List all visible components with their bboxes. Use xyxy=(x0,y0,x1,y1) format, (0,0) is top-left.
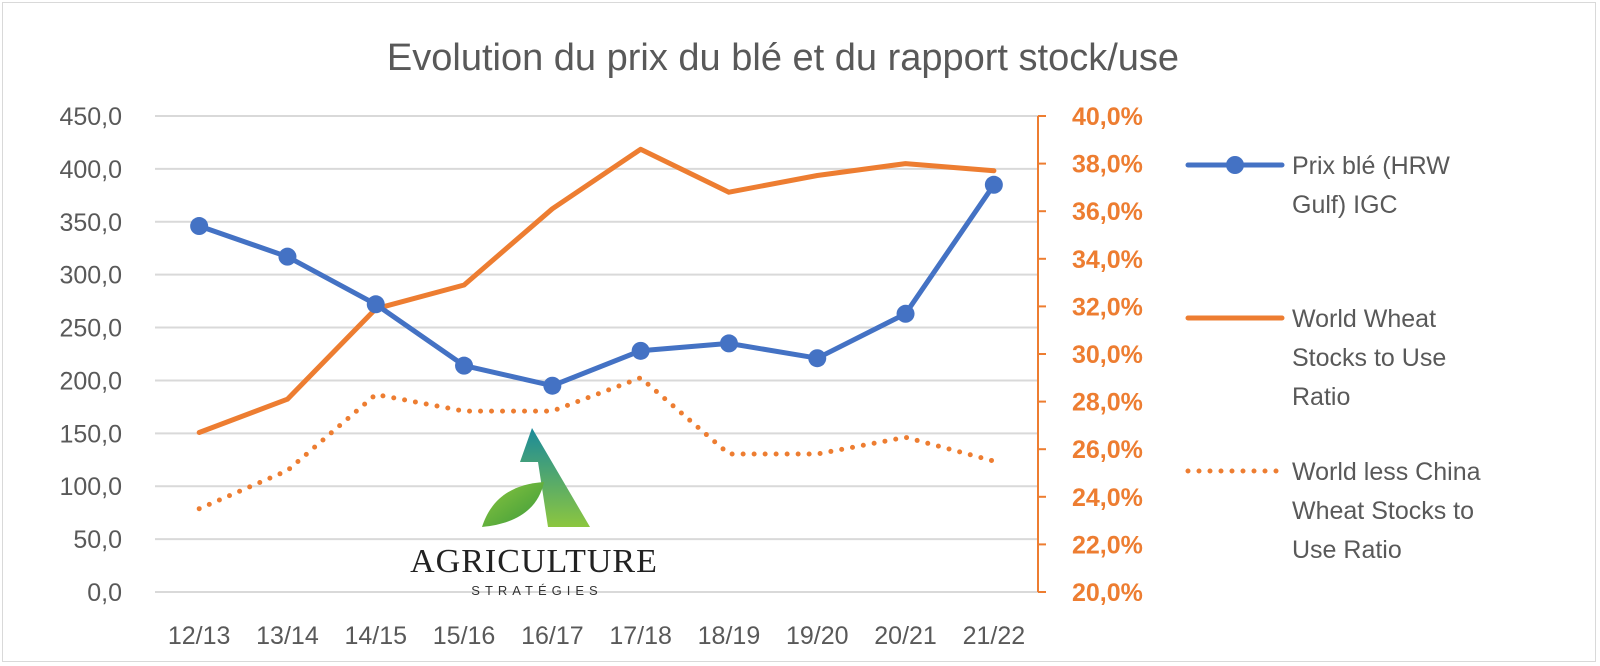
logo-a-shape-icon xyxy=(520,428,590,527)
data-point xyxy=(896,304,915,323)
left-tick-label: 450,0 xyxy=(59,103,122,131)
data-point xyxy=(984,175,1003,194)
legend-label-line: Wheat Stocks to xyxy=(1292,497,1474,525)
right-tick-label: 32,0% xyxy=(1072,293,1143,321)
series-line-1 xyxy=(196,146,997,435)
data-point xyxy=(366,295,385,314)
data-point xyxy=(719,334,738,353)
x-tick-label: 16/17 xyxy=(521,622,584,650)
legend-label-line: Use Ratio xyxy=(1292,536,1402,564)
right-tick-label: 20,0% xyxy=(1072,579,1143,607)
right-tick-label: 36,0% xyxy=(1072,198,1143,226)
x-tick-label: 12/13 xyxy=(168,622,231,650)
legend-label-line: World less China xyxy=(1292,458,1481,486)
x-tick-label: 15/16 xyxy=(433,622,496,650)
x-tick-label: 20/21 xyxy=(874,622,937,650)
right-tick-label: 24,0% xyxy=(1072,484,1143,512)
legend-label-line: Ratio xyxy=(1292,383,1350,411)
data-point xyxy=(808,349,827,368)
legend-marker xyxy=(1226,156,1244,174)
right-tick-label: 22,0% xyxy=(1072,531,1143,559)
left-tick-label: 50,0 xyxy=(73,526,122,554)
x-tick-label: 14/15 xyxy=(344,622,407,650)
chart-title: Evolution du prix du blé et du rapport s… xyxy=(387,37,1179,79)
legend-label-line: World Wheat xyxy=(1292,305,1436,333)
legend: Prix blé (HRW Gulf) IGC World Wheat Stocks … xyxy=(1185,152,1481,564)
right-tick-label: 38,0% xyxy=(1072,151,1143,179)
left-tick-label: 250,0 xyxy=(59,315,122,343)
legend-label-0: Prix blé (HRW Gulf) IGC xyxy=(1292,152,1450,219)
legend-label-line: Stocks to Use xyxy=(1292,344,1446,372)
x-tick-label: 13/14 xyxy=(256,622,319,650)
series-line-0 xyxy=(196,182,997,389)
logo-leaf-icon xyxy=(482,482,544,527)
right-tick-label: 40,0% xyxy=(1072,103,1143,131)
left-tick-label: 400,0 xyxy=(59,156,122,184)
x-axis-ticks: 12/13 13/14 14/15 15/16 16/17 17/18 18/19 19/20… xyxy=(168,622,1025,650)
x-tick-label: 17/18 xyxy=(609,622,672,650)
series-group xyxy=(190,146,1003,512)
legend-label-2: World less China Wheat Stocks to Use Ratio xyxy=(1292,458,1481,564)
right-tick-label: 30,0% xyxy=(1072,341,1143,369)
logo-main-text: AGRICULTURE xyxy=(410,543,658,580)
left-tick-label: 150,0 xyxy=(59,420,122,448)
left-tick-label: 350,0 xyxy=(59,209,122,237)
legend-label-1: World Wheat Stocks to Use Ratio xyxy=(1292,305,1446,411)
data-point xyxy=(278,247,297,266)
data-point xyxy=(543,376,562,395)
right-axis xyxy=(1037,115,1046,593)
right-tick-label: 34,0% xyxy=(1072,246,1143,274)
x-tick-label: 21/22 xyxy=(963,622,1026,650)
gridlines xyxy=(155,115,1038,593)
logo-sub-text: STRATÉGIES xyxy=(471,583,602,598)
left-tick-label: 300,0 xyxy=(59,262,122,290)
right-tick-label: 28,0% xyxy=(1072,389,1143,417)
series-line-2 xyxy=(196,375,997,512)
legend-label-line: Prix blé (HRW xyxy=(1292,152,1450,180)
right-tick-label: 26,0% xyxy=(1072,436,1143,464)
data-point xyxy=(455,356,474,375)
x-tick-label: 18/19 xyxy=(698,622,761,650)
data-point xyxy=(631,341,650,360)
left-tick-label: 0,0 xyxy=(87,579,122,607)
left-tick-label: 200,0 xyxy=(59,367,122,395)
left-axis-ticks: 0,0 50,0 100,0 150,0 200,0 250,0 300,0 350,0 400… xyxy=(59,103,122,607)
right-axis-ticks: 20,0% 22,0% 24,0% 26,0% 28,0% 30,0% 32,0% 34,0%… xyxy=(1072,103,1143,607)
x-tick-label: 19/20 xyxy=(786,622,849,650)
data-point xyxy=(190,217,209,236)
left-tick-label: 100,0 xyxy=(59,473,122,501)
legend-label-line: Gulf) IGC xyxy=(1292,191,1398,219)
agriculture-strategies-logo: AGRICULTURE STRATÉGIES xyxy=(410,428,658,598)
